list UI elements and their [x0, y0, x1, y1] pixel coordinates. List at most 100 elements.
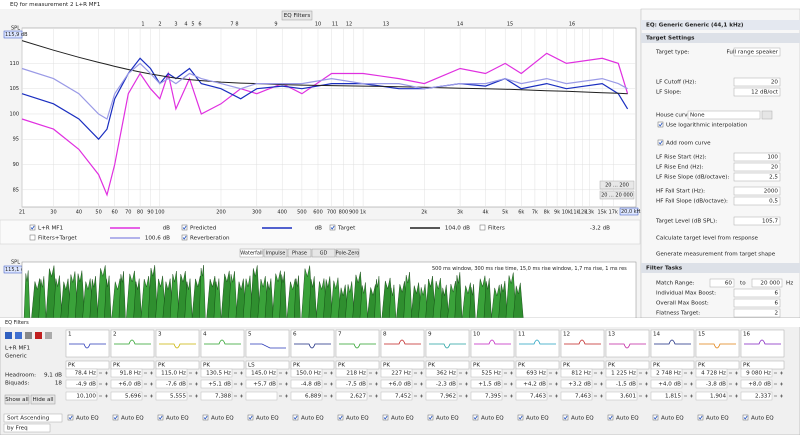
checkbox[interactable]	[181, 234, 188, 241]
spinner[interactable]	[414, 371, 423, 375]
filter-input[interactable]	[740, 391, 773, 401]
filter-freq[interactable]: 115,0 Hz	[161, 371, 186, 377]
filter-input[interactable]	[605, 391, 638, 401]
input-field[interactable]	[733, 216, 781, 226]
legend-label[interactable]: Reverberation	[190, 236, 230, 242]
filter-freq[interactable]: 218 Hz	[346, 371, 366, 377]
action-button[interactable]: Calculate target level from response	[656, 236, 759, 242]
filter-input[interactable]	[650, 391, 683, 401]
button[interactable]	[30, 394, 56, 405]
filter-card[interactable]	[560, 329, 605, 358]
checkbox[interactable]	[652, 414, 659, 421]
eq-filters-button[interactable]	[281, 10, 313, 21]
filter-input[interactable]	[695, 368, 728, 378]
spinner[interactable]	[369, 382, 378, 386]
auto-eq-label[interactable]: Auto EQ	[256, 416, 279, 422]
filter-input[interactable]	[470, 391, 503, 401]
spinner[interactable]	[594, 371, 603, 375]
filter-q[interactable]: 1,904	[710, 394, 726, 400]
spinner[interactable]	[729, 394, 738, 398]
input-value[interactable]: Full range speaker	[726, 50, 778, 56]
filter-gain[interactable]: +4,0 dB	[658, 382, 681, 388]
range-button-label[interactable]: 20 ... 200	[605, 183, 629, 189]
spinner[interactable]	[639, 371, 648, 375]
input-field[interactable]	[733, 196, 781, 206]
filter-q[interactable]: 5,555	[170, 394, 186, 400]
filter-gain[interactable]: -7,6 dB	[166, 382, 186, 388]
checkbox[interactable]	[329, 224, 336, 231]
filter-freq[interactable]: 91,8 Hz	[120, 371, 141, 377]
input-field[interactable]	[733, 47, 781, 57]
filter-card[interactable]	[425, 329, 470, 358]
spinner[interactable]	[594, 382, 603, 386]
auto-eq-label[interactable]: Auto EQ	[616, 416, 639, 422]
filter-freq[interactable]: 812 Hz	[571, 371, 591, 377]
input-value[interactable]: None	[690, 113, 705, 119]
filter-gain[interactable]: +5,1 dB	[208, 382, 231, 388]
filter-q[interactable]: 5,696	[125, 394, 141, 400]
waterfall-tab[interactable]	[263, 248, 288, 258]
auto-eq-label[interactable]: Auto EQ	[481, 416, 504, 422]
spinner[interactable]	[504, 371, 513, 375]
input-field[interactable]	[733, 87, 781, 97]
filter-card[interactable]	[470, 329, 515, 358]
filter-input[interactable]	[65, 391, 98, 401]
input-value[interactable]: 20	[771, 80, 779, 86]
waterfall-tab-label[interactable]: Pole-Zero	[336, 251, 360, 257]
toolbar-icon[interactable]	[15, 332, 22, 339]
checkbox-label[interactable]: Add room curve	[666, 141, 711, 147]
auto-eq-label[interactable]: Auto EQ	[436, 416, 459, 422]
checkbox[interactable]	[29, 224, 36, 231]
button-label[interactable]: Hide all	[32, 397, 54, 403]
filter-freq[interactable]: 9 080 Hz	[746, 371, 771, 377]
waterfall-tab[interactable]	[311, 248, 336, 258]
spinner[interactable]	[774, 371, 783, 375]
input-value[interactable]: 6	[774, 301, 778, 307]
spinner[interactable]	[729, 382, 738, 386]
filter-card[interactable]	[650, 329, 695, 358]
filter-input[interactable]	[695, 379, 728, 389]
legend-label[interactable]: L+R MF1	[38, 226, 64, 232]
filter-gain[interactable]: -4,8 dB	[301, 382, 321, 388]
checkbox[interactable]	[292, 414, 299, 421]
spinner[interactable]	[639, 382, 648, 386]
filter-card[interactable]	[65, 329, 110, 358]
filter-gain[interactable]: +4,2 dB	[523, 382, 546, 388]
filter-q[interactable]: 7,463	[530, 394, 546, 400]
filter-type[interactable]: PK	[293, 363, 300, 369]
checkbox[interactable]	[472, 414, 479, 421]
filter-freq[interactable]: 227 Hz	[391, 371, 411, 377]
checkbox[interactable]	[382, 414, 389, 421]
auto-eq-label[interactable]: Auto EQ	[301, 416, 324, 422]
filter-input[interactable]	[200, 391, 233, 401]
sort-by[interactable]: by Freq	[7, 426, 28, 432]
input-field[interactable]	[733, 152, 781, 162]
filter-freq[interactable]: 525 Hz	[481, 371, 501, 377]
spinner[interactable]	[549, 371, 558, 375]
filter-q[interactable]: 7,962	[440, 394, 456, 400]
filter-card[interactable]	[515, 329, 560, 358]
filter-type[interactable]: PK	[383, 363, 390, 369]
checkbox[interactable]	[657, 139, 664, 146]
filter-card[interactable]	[605, 329, 650, 358]
input-field[interactable]	[733, 186, 781, 196]
filter-input[interactable]	[335, 368, 368, 378]
eq-filters-button-label[interactable]: EQ Filters	[284, 13, 311, 19]
spinner[interactable]	[279, 382, 288, 386]
range-button[interactable]	[599, 190, 635, 200]
filter-input[interactable]	[290, 391, 323, 401]
input-value[interactable]: 100	[767, 155, 778, 161]
input-value[interactable]: 20 000	[760, 281, 780, 287]
dropdown[interactable]	[3, 413, 63, 423]
input-field[interactable]	[733, 308, 781, 318]
toolbar-icon[interactable]	[25, 332, 32, 339]
filter-freq[interactable]: 150,0 Hz	[296, 371, 321, 377]
filter-gain[interactable]: -1,5 dB	[616, 382, 636, 388]
spinner[interactable]	[279, 394, 288, 398]
checkbox[interactable]	[742, 414, 749, 421]
filter-type[interactable]: PK	[743, 363, 750, 369]
checkbox[interactable]	[517, 414, 524, 421]
filter-input[interactable]	[65, 368, 98, 378]
filter-input[interactable]	[155, 379, 188, 389]
input-value[interactable]: 2,5	[769, 175, 778, 181]
